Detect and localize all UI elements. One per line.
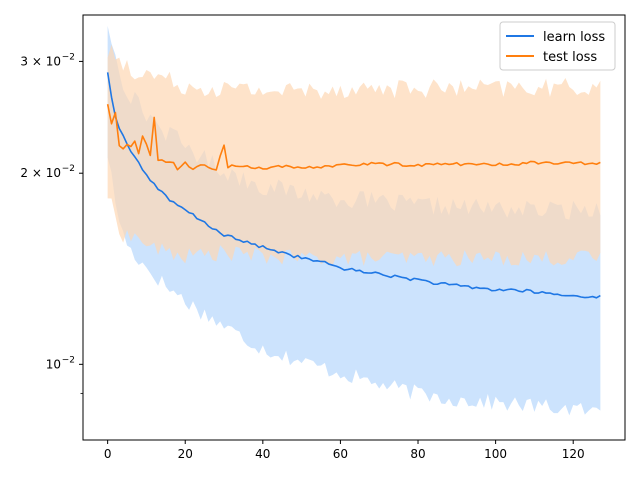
line-learn-loss [106,72,601,299]
y-tick-exponent: −2 [62,164,75,174]
x-tick-label: 40 [255,447,270,461]
y-tick-exponent: −2 [62,52,75,62]
band-test-loss [107,44,601,267]
y-tick-exponent: −2 [62,355,75,365]
x-tick-label: 80 [410,447,425,461]
series-lines [106,72,601,299]
x-tick-label: 20 [178,447,193,461]
x-tick-label: 120 [562,447,585,461]
line-test-loss [106,104,601,171]
legend-box [499,21,616,71]
confidence-bands [107,25,601,416]
plot-frame [82,14,626,441]
x-axis: 0 20 40 60 80 100 120 [104,440,585,461]
x-tick-label: 100 [484,447,507,461]
legend: learn loss test loss [499,21,616,71]
legend-label: learn loss [543,30,605,45]
y-axis: 10 −22 × 10 −23 × 10 −2 [20,52,83,394]
x-tick-label: 60 [333,447,348,461]
x-tick-label: 0 [104,447,112,461]
legend-label: test loss [543,50,597,65]
y-tick-label: 3 × 10 [20,54,61,68]
y-tick-label: 2 × 10 [20,166,61,180]
y-tick-label: 10 [46,357,61,371]
